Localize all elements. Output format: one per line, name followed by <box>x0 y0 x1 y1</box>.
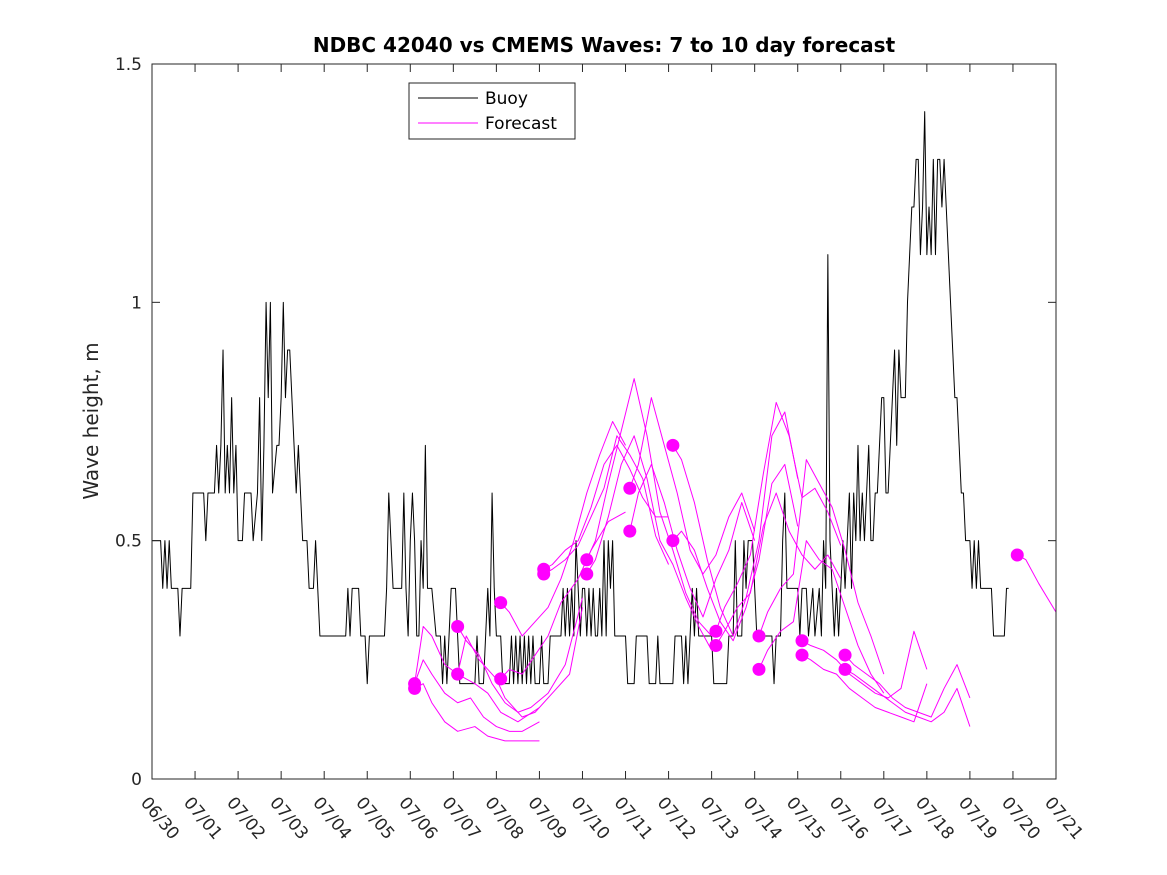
forecast-series-line-24 <box>1017 554 1057 613</box>
forecast-series-line-9 <box>543 435 670 575</box>
forecast-start-marker <box>709 639 723 653</box>
plot-frame <box>151 63 1057 780</box>
forecast-series-line-10 <box>586 378 712 637</box>
forecast-series-line-18 <box>758 459 885 675</box>
forecast-series-line-16 <box>715 401 842 632</box>
forecast-start-marker <box>580 567 594 581</box>
forecast-series-line-15 <box>672 463 799 642</box>
chart-title: NDBC 42040 vs CMEMS Waves: 7 to 10 day f… <box>313 33 896 57</box>
forecast-series-line-17 <box>715 492 842 646</box>
y-tick-label: 1.5 <box>115 55 142 75</box>
y-axis: 0 0.5 1 1.5 <box>115 55 1056 790</box>
forecast-start-marker <box>1010 548 1024 562</box>
forecast-series-line-12 <box>629 397 756 575</box>
forecast-series-line-11 <box>586 435 713 651</box>
legend-box <box>408 82 576 140</box>
forecast-start-marker <box>537 567 551 581</box>
y-axis-label: Wave height, m <box>79 342 103 499</box>
forecast-series-line-13 <box>629 463 756 618</box>
legend-buoy-label: Buoy <box>485 89 528 109</box>
legend-forecast-label: Forecast <box>485 114 557 134</box>
forecast-series-line-1 <box>414 683 540 742</box>
plot-area <box>152 64 1056 779</box>
forecast-start-marker <box>494 672 508 686</box>
legend: Buoy Forecast <box>408 82 576 140</box>
forecast-series-line-8 <box>543 444 669 570</box>
forecast-series-line-21 <box>801 654 928 723</box>
y-tick-label: 1 <box>131 293 142 313</box>
forecast-start-marker <box>795 648 809 662</box>
forecast-start-marker <box>838 662 852 676</box>
forecast-start-marker <box>838 648 852 662</box>
forecast-start-marker <box>623 481 637 495</box>
forecast-start-marker <box>709 624 723 638</box>
series-layer <box>152 111 1057 742</box>
forecast-start-marker <box>752 662 766 676</box>
forecast-series-line-14 <box>672 411 799 637</box>
forecast-series-line-3 <box>414 625 540 723</box>
forecast-series-line-23 <box>844 668 971 727</box>
forecast-start-marker <box>451 619 465 633</box>
forecast-start-marker <box>752 629 766 643</box>
forecast-series-line-2 <box>414 659 540 732</box>
forecast-series-line-22 <box>844 654 971 718</box>
forecast-series-line-20 <box>801 630 928 699</box>
forecast-start-marker <box>408 677 422 691</box>
forecast-series-line-19 <box>758 540 885 694</box>
forecast-start-marker <box>494 596 508 610</box>
forecast-start-marker <box>666 438 680 452</box>
forecast-series-line-5 <box>457 597 583 713</box>
forecast-series-line-6 <box>500 511 626 680</box>
forecast-start-marker <box>795 634 809 648</box>
y-tick-label: 0.5 <box>115 532 142 552</box>
y-tick-label: 0 <box>131 770 142 790</box>
buoy-series-line <box>152 111 1009 685</box>
forecast-start-marker <box>451 667 465 681</box>
forecast-series-line-7 <box>500 421 626 637</box>
forecast-start-marker <box>666 534 680 548</box>
forecast-start-marker <box>580 553 594 567</box>
forecast-start-marker <box>623 524 637 538</box>
marker-layer <box>408 438 1024 695</box>
